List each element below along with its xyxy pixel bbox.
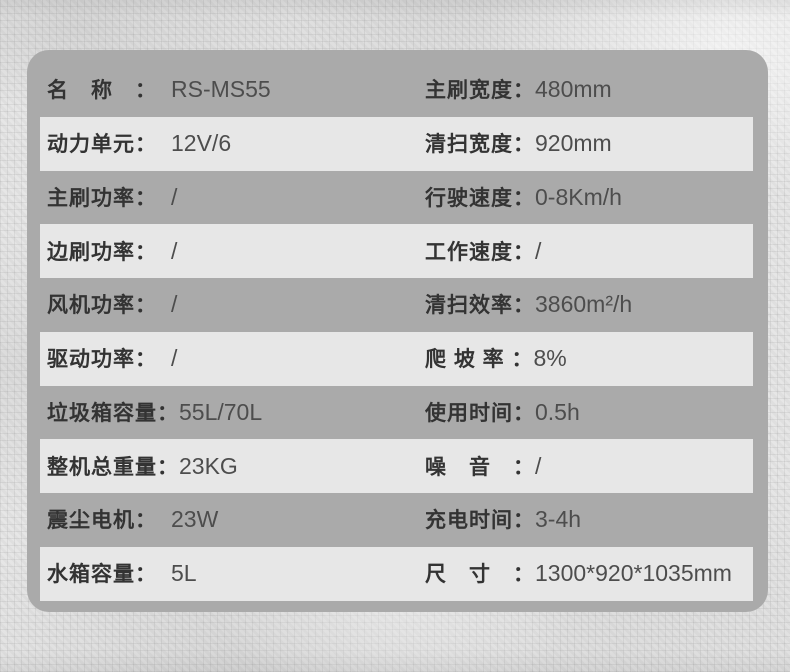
- spec-row: 垃圾箱容量： 55L/70L 使用时间： 0.5h: [40, 386, 753, 440]
- spec-row: 主刷功率： / 行驶速度： 0-8Km/h: [40, 171, 753, 225]
- spec-value: 23KG: [179, 452, 238, 479]
- spec-value: 920mm: [535, 130, 612, 157]
- spec-label: 风机功率：: [47, 294, 157, 318]
- spec-label: 工作速度：: [425, 240, 535, 264]
- spec-row: 震尘电机： 23W 充电时间： 3-4h: [40, 493, 753, 547]
- spec-cell-left: 主刷功率： /: [47, 183, 425, 210]
- spec-cell-right: 工作速度： /: [425, 237, 753, 264]
- spec-label: 清扫效率：: [425, 294, 535, 318]
- spec-label: 垃圾箱容量：: [47, 401, 179, 425]
- spec-label: 噪 音 ：: [425, 455, 535, 479]
- spec-table: 名 称 ： RS-MS55 主刷宽度： 480mm 动力单元： 12V/6 清扫…: [40, 63, 753, 601]
- spec-value: 23W: [171, 506, 219, 533]
- spec-label: 主刷功率：: [47, 186, 157, 210]
- spec-value: 3-4h: [535, 506, 582, 533]
- spec-cell-left: 震尘电机： 23W: [47, 506, 425, 533]
- spec-row: 名 称 ： RS-MS55 主刷宽度： 480mm: [40, 63, 753, 117]
- spec-cell-right: 主刷宽度： 480mm: [425, 76, 753, 103]
- spec-value: /: [535, 452, 542, 479]
- spec-label: 尺 寸 ：: [425, 563, 535, 587]
- spec-value: RS-MS55: [171, 76, 271, 103]
- spec-label: 动力单元：: [47, 133, 157, 157]
- spec-value: 5L: [171, 560, 197, 587]
- spec-row: 水箱容量： 5L 尺 寸 ： 1300*920*1035mm: [40, 546, 753, 601]
- spec-value: 12V/6: [171, 130, 232, 157]
- spec-row: 整机总重量： 23KG 噪 音 ： /: [40, 439, 753, 493]
- spec-cell-left: 驱动功率： /: [47, 345, 425, 372]
- spec-cell-right: 清扫效率： 3860m²/h: [425, 291, 753, 318]
- spec-cell-right: 爬 坡 率 ： 8%: [425, 345, 753, 372]
- spec-cell-right: 行驶速度： 0-8Km/h: [425, 183, 753, 210]
- spec-panel: 名 称 ： RS-MS55 主刷宽度： 480mm 动力单元： 12V/6 清扫…: [27, 50, 768, 612]
- spec-label: 使用时间：: [425, 401, 535, 425]
- spec-value: 55L/70L: [179, 398, 263, 425]
- spec-value: 3860m²/h: [535, 291, 633, 318]
- spec-value: 0.5h: [535, 398, 580, 425]
- spec-row: 风机功率： / 清扫效率： 3860m²/h: [40, 278, 753, 332]
- spec-cell-left: 动力单元： 12V/6: [47, 130, 425, 157]
- spec-cell-left: 风机功率： /: [47, 291, 425, 318]
- spec-value: /: [535, 237, 542, 264]
- spec-cell-right: 尺 寸 ： 1300*920*1035mm: [425, 560, 753, 587]
- spec-value: 8%: [533, 345, 567, 372]
- spec-cell-left: 边刷功率： /: [47, 237, 425, 264]
- spec-cell-right: 充电时间： 3-4h: [425, 506, 753, 533]
- spec-label: 驱动功率：: [47, 348, 157, 372]
- spec-value: /: [171, 183, 178, 210]
- spec-row: 动力单元： 12V/6 清扫宽度： 920mm: [40, 116, 753, 171]
- spec-label: 震尘电机：: [47, 509, 157, 533]
- spec-label: 行驶速度：: [425, 186, 535, 210]
- spec-cell-left: 垃圾箱容量： 55L/70L: [47, 398, 425, 425]
- spec-value: 480mm: [535, 76, 612, 103]
- spec-cell-right: 清扫宽度： 920mm: [425, 130, 753, 157]
- spec-value: 0-8Km/h: [535, 183, 622, 210]
- spec-value: /: [171, 237, 178, 264]
- spec-label: 清扫宽度：: [425, 133, 535, 157]
- spec-label: 爬 坡 率 ：: [425, 348, 534, 372]
- spec-row: 边刷功率： / 工作速度： /: [40, 224, 753, 278]
- spec-row: 驱动功率： / 爬 坡 率 ： 8%: [40, 331, 753, 386]
- spec-label: 充电时间：: [425, 509, 535, 533]
- spec-cell-right: 噪 音 ： /: [425, 452, 753, 479]
- spec-cell-right: 使用时间： 0.5h: [425, 398, 753, 425]
- spec-cell-left: 整机总重量： 23KG: [47, 452, 425, 479]
- spec-label: 边刷功率：: [47, 240, 157, 264]
- spec-value: /: [171, 291, 178, 318]
- spec-cell-left: 水箱容量： 5L: [47, 560, 425, 587]
- spec-label: 水箱容量：: [47, 563, 157, 587]
- spec-label: 整机总重量：: [47, 455, 179, 479]
- spec-value: 1300*920*1035mm: [535, 560, 732, 587]
- spec-label: 名 称 ：: [47, 79, 157, 103]
- spec-cell-left: 名 称 ： RS-MS55: [47, 76, 425, 103]
- spec-value: /: [171, 345, 178, 372]
- spec-label: 主刷宽度：: [425, 79, 535, 103]
